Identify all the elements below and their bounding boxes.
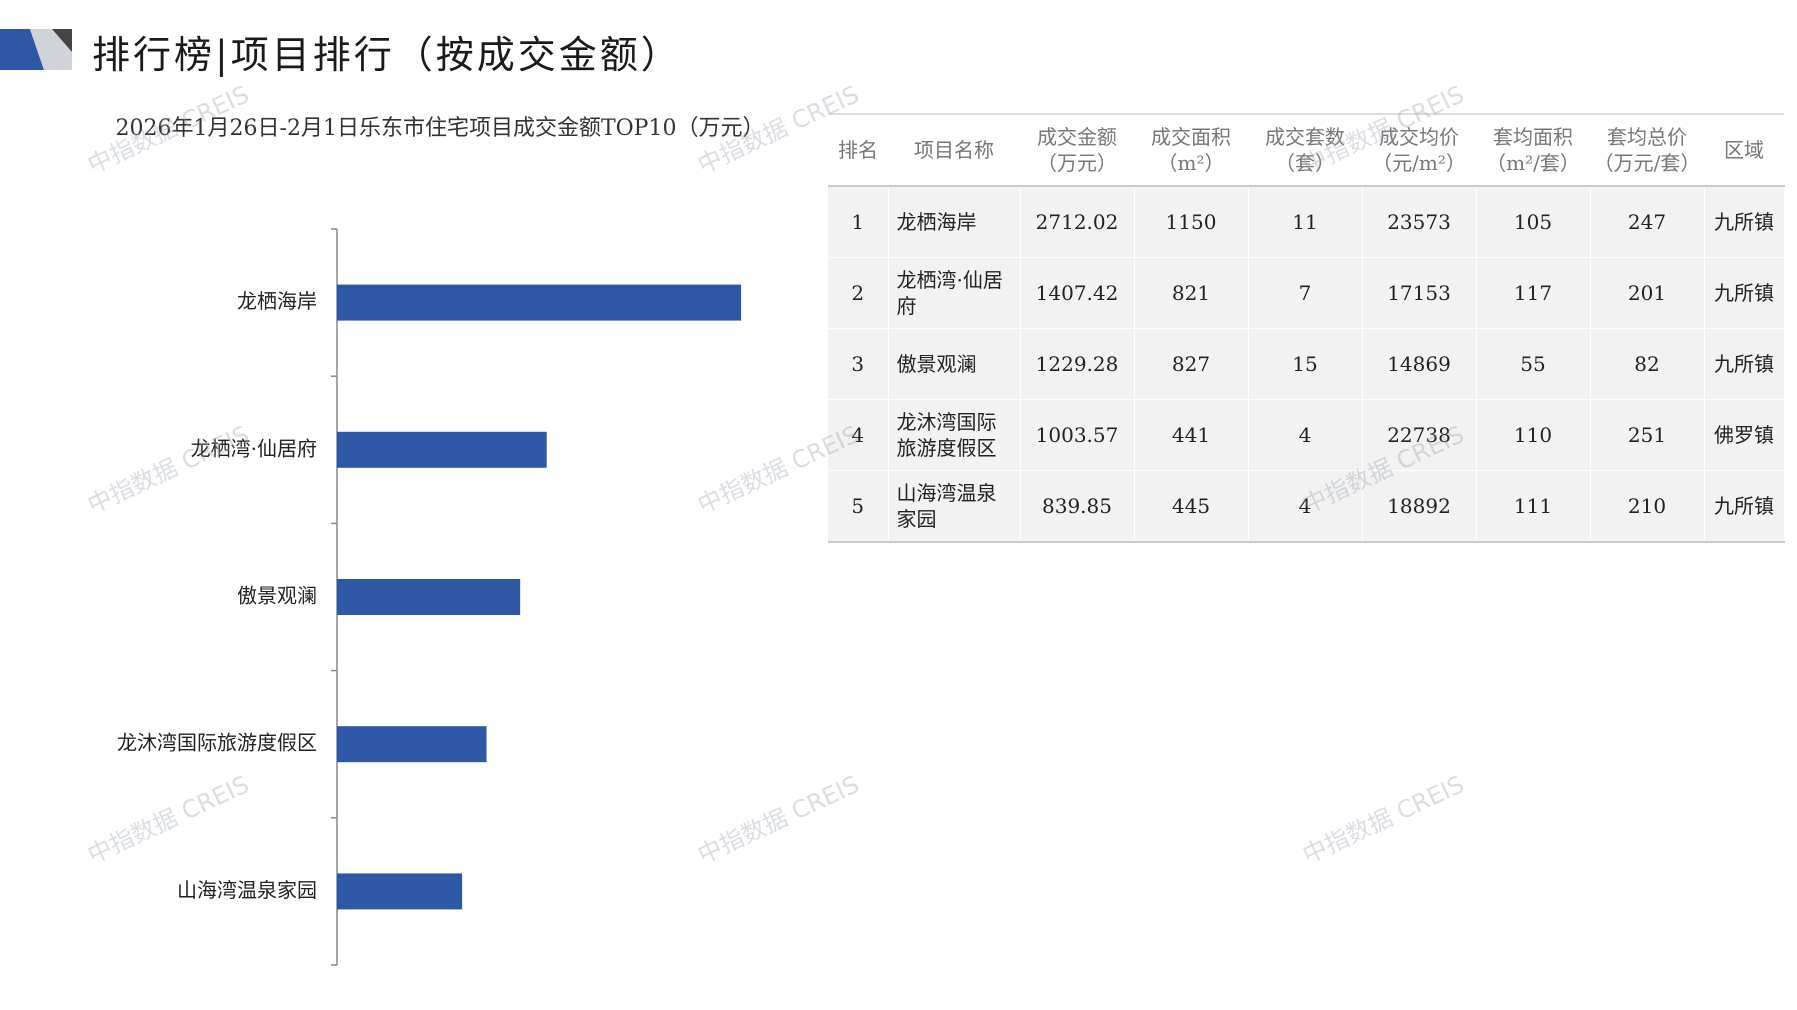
table-cell: 傲景观澜: [888, 328, 1021, 400]
table-cell: 201: [1590, 257, 1705, 329]
table-row: 1 龙栖海岸 2712.02 1150 11 23573 105 247 九所镇: [828, 186, 1785, 258]
table-cell: 17153: [1362, 257, 1477, 329]
table-cell: 111: [1476, 470, 1591, 543]
table-cell: 1: [828, 186, 889, 258]
table-cell: 九所镇: [1704, 470, 1785, 543]
table-cell: 山海湾温泉家园: [888, 470, 1021, 543]
table-cell: 7: [1248, 257, 1363, 329]
table-cell: 445: [1134, 470, 1249, 543]
column-header: 项目名称: [888, 113, 1020, 187]
column-header: 成交面积 （m²）: [1134, 113, 1248, 187]
column-header: 成交均价 （元/m²）: [1362, 113, 1476, 187]
table-cell: 839.85: [1020, 470, 1135, 543]
table-cell: 1003.57: [1020, 399, 1135, 471]
table-cell: 210: [1590, 470, 1705, 543]
y-tick-label: 山海湾温泉家园: [177, 878, 317, 902]
table-cell: 1229.28: [1020, 328, 1135, 400]
table-cell: 15: [1248, 328, 1363, 400]
column-header: 套均面积 （m²/套）: [1476, 113, 1590, 187]
y-tick-label: 龙沐湾国际旅游度假区: [117, 731, 317, 755]
table-cell: 5: [828, 470, 889, 543]
bar: [337, 726, 487, 763]
column-header: 套均总价 （万元/套）: [1590, 113, 1704, 187]
table-cell: 2: [828, 257, 889, 329]
header-mark: [52, 29, 72, 52]
table-cell: 龙沐湾国际旅游度假区: [888, 399, 1021, 471]
table-row: 2 龙栖湾·仙居府 1407.42 821 7 17153 117 201 九所镇: [828, 257, 1785, 329]
table-cell: 2712.02: [1020, 186, 1135, 258]
page-title: 排行榜|项目排行（按成交金额）: [92, 33, 682, 77]
table-cell: 117: [1476, 257, 1591, 329]
table-cell: 22738: [1362, 399, 1477, 471]
ranking-table: 排名 项目名称 成交金额 （万元） 成交面积 （m²） 成交套数 （套） 成交均价 （元/…: [828, 113, 1785, 543]
chart-title: 2026年1月26日-2月1日乐东市住宅项目成交金额TOP10（万元）: [115, 116, 765, 141]
header-mark: [0, 29, 44, 70]
table-cell: 佛罗镇: [1704, 399, 1785, 471]
bar: [337, 284, 742, 321]
column-header: 成交金额 （万元）: [1020, 113, 1134, 187]
table-cell: 251: [1590, 399, 1705, 471]
table-cell: 龙栖海岸: [888, 186, 1021, 258]
table-cell: 1407.42: [1020, 257, 1135, 329]
table-row: 3 傲景观澜 1229.28 827 15 14869 55 82 九所镇: [828, 328, 1785, 400]
table-cell: 4: [1248, 399, 1363, 471]
y-tick-label: 龙栖海岸: [237, 289, 317, 313]
bar: [337, 873, 463, 910]
table-row: 4 龙沐湾国际旅游度假区 1003.57 441 4 22738 110 251 佛罗镇: [828, 399, 1785, 471]
table-cell: 九所镇: [1704, 328, 1785, 400]
table-cell: 247: [1590, 186, 1705, 258]
table-cell: 4: [1248, 470, 1363, 543]
table-cell: 4: [828, 399, 889, 471]
bar: [337, 431, 547, 468]
table-cell: 441: [1134, 399, 1249, 471]
table-cell: 23573: [1362, 186, 1477, 258]
table-cell: 18892: [1362, 470, 1477, 543]
table-cell: 14869: [1362, 328, 1477, 400]
table-cell: 11: [1248, 186, 1363, 258]
table-cell: 九所镇: [1704, 257, 1785, 329]
column-header: 排名: [828, 113, 888, 187]
column-header: 区域: [1704, 113, 1784, 187]
table-cell: 82: [1590, 328, 1705, 400]
table-cell: 821: [1134, 257, 1249, 329]
table-cell: 九所镇: [1704, 186, 1785, 258]
bar: [337, 579, 521, 615]
table-cell: 龙栖湾·仙居府: [888, 257, 1021, 329]
column-header: 成交套数 （套）: [1248, 113, 1362, 187]
table-row: 5 山海湾温泉家园 839.85 445 4 18892 111 210 九所镇: [828, 470, 1785, 543]
table-cell: 3: [828, 328, 889, 400]
table-cell: 110: [1476, 399, 1591, 471]
table-cell: 105: [1476, 186, 1591, 258]
table-cell: 55: [1476, 328, 1591, 400]
y-tick-label: 傲景观澜: [237, 584, 317, 608]
y-tick-label: 龙栖湾·仙居府: [191, 436, 317, 460]
table-cell: 827: [1134, 328, 1249, 400]
table-cell: 1150: [1134, 186, 1249, 258]
